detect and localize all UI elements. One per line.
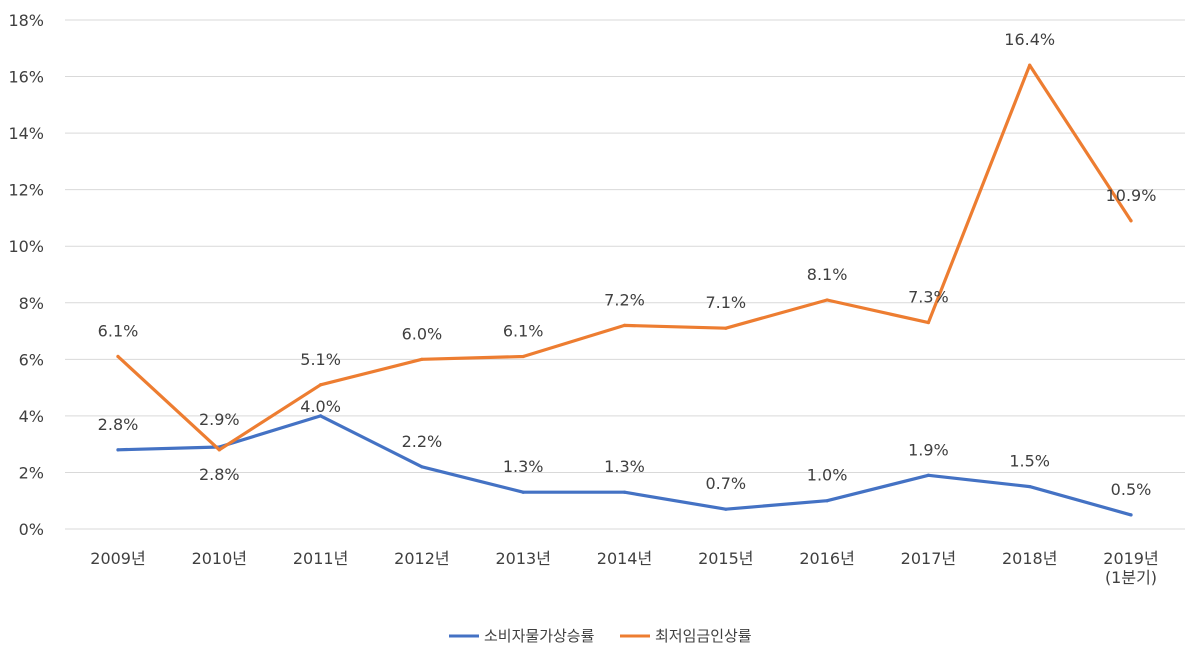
data-labels: 2.8% 2.9% 4.0% 2.2% 1.3% 1.3% 0.7% 1.0% 1.9% 1.5%… [98,30,1157,499]
y-axis-ticks: 0% 2% 4% 6% 8% 10% 12% 14% 16% 18% [8,11,44,539]
data-point [217,448,221,452]
data-label: 2.2% [402,432,443,451]
data-label: 16.4% [1004,30,1055,49]
data-label: 8.1% [807,265,848,284]
gridlines [65,19,1185,530]
data-point [521,354,525,359]
data-point [1028,484,1032,489]
data-point [1129,219,1133,223]
data-label: 2.8% [98,415,139,434]
x-tick-label: 2011년 [293,549,348,568]
data-label: 6.1% [503,322,544,341]
x-tick-label: 2014년 [597,549,652,568]
data-label: 0.5% [1111,480,1152,499]
data-point [1028,63,1032,67]
x-tick-label: 2016년 [799,549,854,568]
data-point [116,448,120,452]
data-label: 4.0% [300,397,341,416]
y-tick-label: 18% [8,11,44,30]
x-tick-label: 2010년 [192,549,247,568]
data-label: 2.9% [199,410,240,429]
data-point [724,507,728,511]
y-tick-label: 16% [8,68,44,87]
data-point [116,354,120,359]
x-tick-label: 2013년 [495,549,550,568]
y-tick-label: 0% [19,520,44,539]
y-tick-label: 4% [19,407,44,426]
data-point [622,490,627,494]
data-point [926,320,931,325]
data-label: 1.0% [807,466,848,485]
data-label: 0.7% [705,474,746,493]
y-tick-label: 12% [8,181,44,200]
y-tick-label: 10% [8,237,44,256]
data-label: 1.3% [503,457,544,476]
y-tick-label: 14% [8,124,44,143]
x-tick-label: 2009년 [90,549,145,568]
x-tick-label: 2018년 [1002,549,1057,568]
legend: 소비자물가상승률 최저임금인상률 [449,627,752,645]
data-label: 5.1% [300,350,341,369]
series-lines [116,63,1133,517]
x-axis-ticks: 2009년 2010년 2011년 2012년 2013년 2014년 2015년 2016년… [90,549,1158,587]
legend-label-series-1: 최저임금인상률 [655,627,752,645]
x-tick-label: 2015년 [698,549,753,568]
y-tick-label: 2% [19,463,44,482]
data-label: 6.0% [402,324,443,343]
data-point [724,326,728,330]
data-label: 1.3% [604,457,645,476]
data-label: 6.1% [98,322,139,341]
data-label: 7.3% [908,288,949,307]
data-point [825,499,829,503]
data-point [319,414,323,418]
data-point [1129,513,1133,517]
data-point [420,465,424,469]
data-label: 7.1% [705,293,746,312]
data-point [622,323,627,327]
x-tick-label: 2019년 (1분기) [1103,549,1158,587]
data-point [926,473,931,477]
data-label: 10.9% [1106,186,1157,205]
y-tick-label: 6% [19,350,44,369]
series-line-1 [116,63,1133,452]
data-label: 7.2% [604,290,645,309]
data-label: 1.5% [1009,452,1050,471]
data-point [521,490,525,494]
data-label: 2.8% [199,465,240,484]
data-label: 1.9% [908,440,949,459]
y-tick-label: 8% [19,294,44,313]
data-point [825,298,829,302]
data-point [319,383,323,387]
data-point [420,357,424,361]
legend-label-series-0: 소비자물가상승률 [484,627,595,645]
x-tick-label: 2012년 [394,549,449,568]
x-tick-label: 2017년 [901,549,956,568]
